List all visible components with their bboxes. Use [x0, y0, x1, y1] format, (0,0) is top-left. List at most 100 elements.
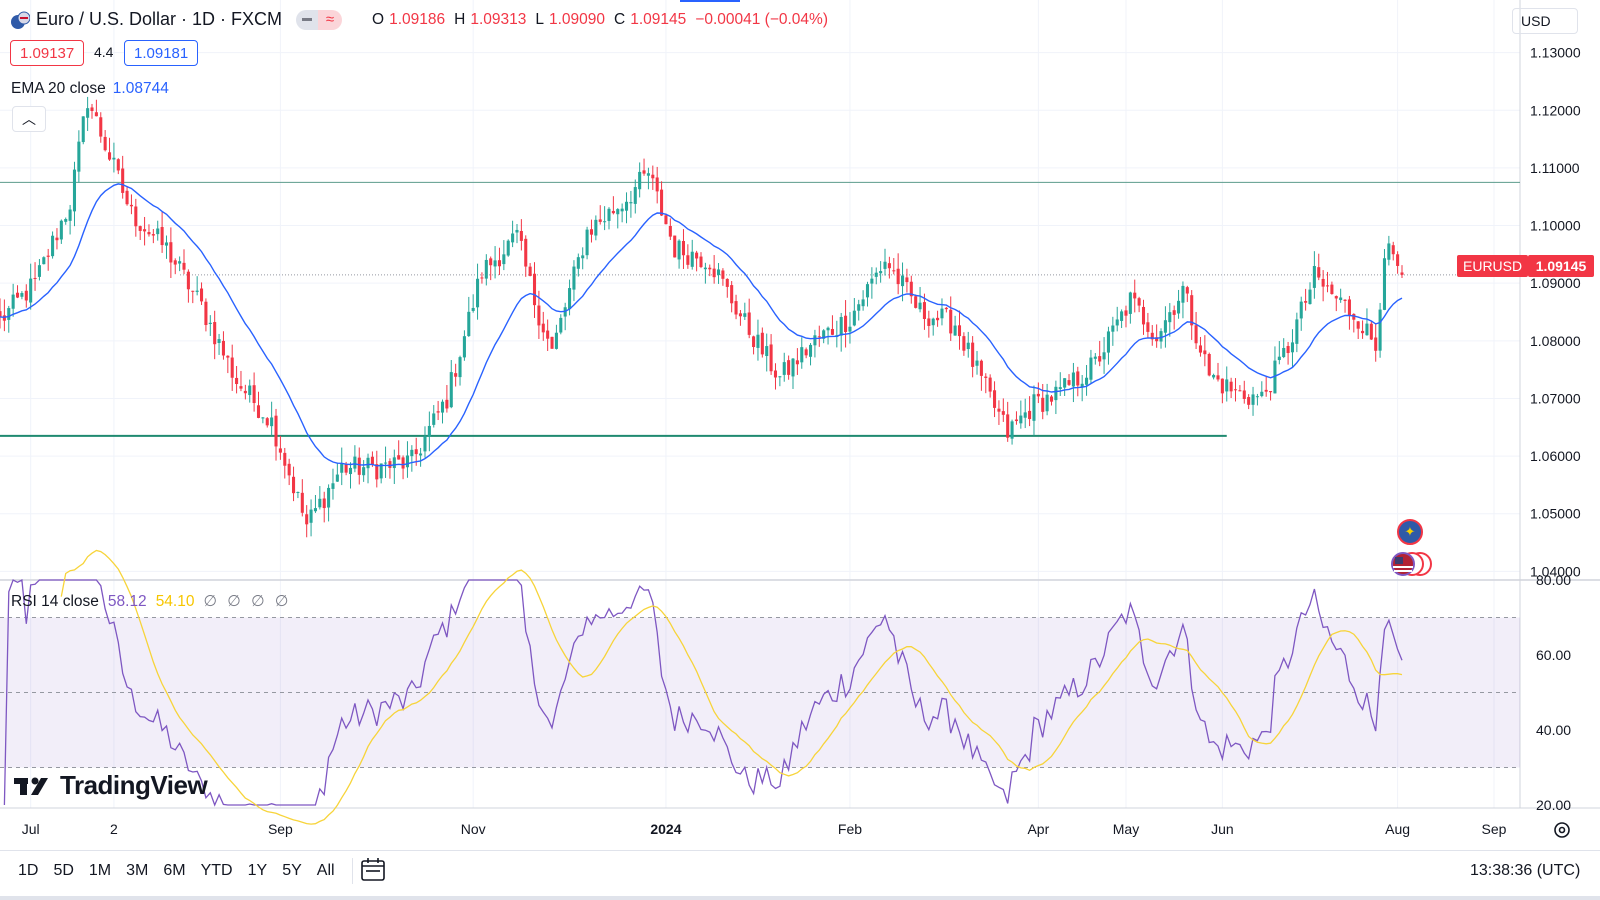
candle[interactable] [1343, 299, 1347, 313]
candle[interactable] [405, 441, 409, 478]
candle[interactable] [121, 155, 125, 199]
candle[interactable] [64, 217, 68, 225]
candle[interactable] [309, 499, 313, 537]
rsi-line[interactable] [3, 578, 1403, 807]
candle[interactable] [436, 400, 440, 421]
candle[interactable] [1216, 362, 1220, 382]
candle[interactable] [554, 324, 558, 350]
candle[interactable] [1115, 306, 1119, 332]
candle[interactable] [1067, 374, 1071, 386]
candle[interactable] [440, 399, 445, 424]
eu-event-icon[interactable]: ✦ [1397, 519, 1423, 545]
candle[interactable] [1369, 320, 1373, 341]
candle[interactable] [1220, 378, 1224, 404]
candle[interactable] [143, 216, 147, 246]
candle[interactable] [287, 458, 291, 486]
candle[interactable] [1225, 366, 1229, 402]
candle[interactable] [655, 166, 659, 204]
candle[interactable] [813, 329, 817, 358]
candle[interactable] [984, 373, 988, 394]
candle[interactable] [944, 306, 948, 313]
candle[interactable] [603, 206, 607, 231]
candle[interactable] [107, 137, 112, 161]
price-axis[interactable]: 1.13000 1.12000 1.11000 1.10000 1.09000 1.080… [1530, 45, 1581, 580]
candle[interactable] [353, 445, 357, 473]
candle[interactable] [261, 417, 265, 424]
candle[interactable] [660, 181, 664, 217]
candle[interactable] [2, 299, 6, 332]
candle[interactable] [756, 319, 760, 361]
candle[interactable] [230, 344, 234, 391]
sell-button[interactable]: 1.09137 [10, 40, 85, 66]
candle[interactable] [537, 290, 541, 339]
candle[interactable] [559, 314, 563, 335]
candle[interactable] [458, 355, 462, 386]
candle[interactable] [778, 375, 782, 387]
range-button-1y[interactable]: 1Y [247, 862, 268, 879]
candle[interactable] [1071, 362, 1075, 403]
candle[interactable] [493, 246, 497, 279]
candle[interactable] [235, 365, 239, 394]
rsi-ma-line[interactable] [60, 549, 1403, 825]
candle[interactable] [817, 325, 821, 347]
candle[interactable] [1133, 279, 1137, 313]
candle[interactable] [528, 263, 532, 277]
candle[interactable] [1076, 366, 1080, 397]
candle[interactable] [292, 466, 296, 502]
candle[interactable] [581, 247, 585, 270]
candle[interactable] [116, 158, 120, 175]
candle[interactable] [800, 337, 804, 369]
candle[interactable] [1023, 398, 1027, 429]
candle[interactable] [362, 460, 366, 482]
candle[interactable] [200, 282, 204, 305]
range-button-5d[interactable]: 5D [53, 862, 74, 879]
candle[interactable] [1290, 329, 1295, 368]
candle[interactable] [151, 228, 155, 244]
candle[interactable] [164, 235, 169, 259]
candle[interactable] [931, 317, 935, 336]
candle[interactable] [46, 248, 50, 271]
candle[interactable] [1124, 305, 1128, 328]
candle[interactable] [138, 225, 142, 241]
candle[interactable] [182, 249, 186, 275]
candle[interactable] [348, 462, 353, 489]
candle[interactable] [1312, 251, 1316, 299]
candle[interactable] [217, 333, 221, 355]
candle[interactable] [633, 179, 637, 214]
candle[interactable] [1102, 337, 1106, 374]
candle[interactable] [1247, 394, 1251, 410]
candle[interactable] [419, 447, 423, 467]
candle[interactable] [37, 259, 41, 281]
candle[interactable] [594, 215, 598, 241]
candle[interactable] [607, 207, 611, 230]
candle[interactable] [1321, 270, 1325, 302]
tradingview-logo[interactable]: TradingView [14, 770, 208, 801]
range-button-all[interactable]: All [316, 862, 335, 879]
candle[interactable] [629, 190, 633, 218]
candle[interactable] [572, 260, 576, 302]
candle[interactable] [388, 458, 392, 479]
candle[interactable] [178, 256, 182, 272]
candle[interactable] [467, 296, 471, 337]
candle[interactable] [589, 219, 594, 243]
candle[interactable] [1010, 419, 1014, 445]
candle[interactable] [511, 220, 515, 248]
candle[interactable] [506, 239, 510, 257]
candle[interactable] [11, 283, 15, 317]
candle[interactable] [335, 462, 339, 482]
candle[interactable] [765, 333, 769, 372]
candle[interactable] [1177, 289, 1181, 319]
candle[interactable] [213, 310, 217, 360]
candle[interactable] [879, 261, 883, 283]
rsi-axis[interactable]: 80.00 60.00 40.00 20.00 [1536, 572, 1571, 813]
candle[interactable] [1168, 303, 1172, 337]
ema-line[interactable] [0, 183, 1403, 467]
candle[interactable] [129, 194, 133, 215]
candle[interactable] [147, 224, 151, 237]
gear-icon[interactable] [1552, 820, 1572, 840]
candle[interactable] [795, 348, 799, 375]
candle[interactable] [695, 250, 699, 272]
candle[interactable] [646, 167, 650, 190]
utc-clock[interactable]: 13:38:36 (UTC) [1470, 862, 1581, 879]
